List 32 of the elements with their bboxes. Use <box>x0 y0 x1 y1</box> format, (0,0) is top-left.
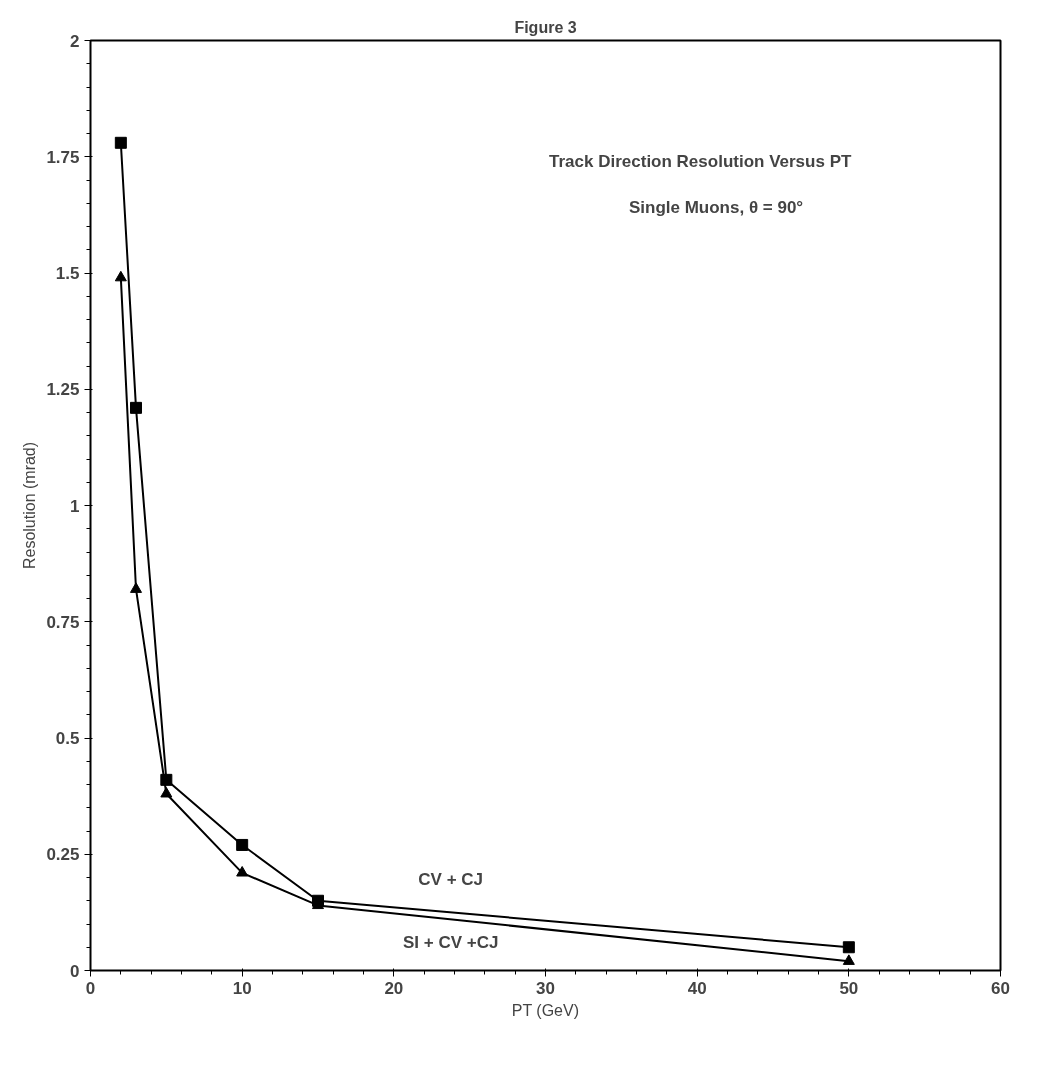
point <box>130 401 142 414</box>
annotation: Track Direction Resolution Versus PT <box>549 151 852 171</box>
y-tick-label: 0.75 <box>46 612 80 632</box>
point <box>130 582 142 593</box>
point <box>842 941 855 954</box>
x-tick-label: 30 <box>536 978 555 998</box>
y-tick-label: 1.25 <box>46 380 80 400</box>
series-label: SI + CV +CJ <box>402 933 499 953</box>
x-tick-label: 10 <box>232 978 252 998</box>
y-tick-label: 1.75 <box>46 147 80 167</box>
point <box>114 136 127 149</box>
point <box>160 786 173 798</box>
x-tick-label: 20 <box>384 978 404 998</box>
x-tick-label: 0 <box>85 978 96 998</box>
x-tick-label: 40 <box>687 978 707 998</box>
point <box>842 954 855 965</box>
y-tick-label: 1 <box>70 496 80 516</box>
x-tick-label: 60 <box>991 978 1010 998</box>
y-tick-label: 0 <box>70 961 80 981</box>
x-tick-label: 50 <box>839 978 859 998</box>
annotation: Single Muons, θ = 90° <box>628 198 804 218</box>
point <box>114 270 127 282</box>
chart-title: Figure 3 <box>514 18 577 36</box>
series-label: CV + CJ <box>418 870 484 890</box>
y-tick-label: 0.5 <box>55 729 80 748</box>
point <box>236 838 249 851</box>
x-axis-title: PT (GeV) <box>511 1001 579 1019</box>
point <box>236 866 249 877</box>
y-axis-title: Resolution (mrad) <box>21 441 39 570</box>
y-tick-label: 1.5 <box>55 264 80 283</box>
y-tick-label: 2 <box>70 31 80 51</box>
y-tick-label: 0.25 <box>46 845 80 865</box>
